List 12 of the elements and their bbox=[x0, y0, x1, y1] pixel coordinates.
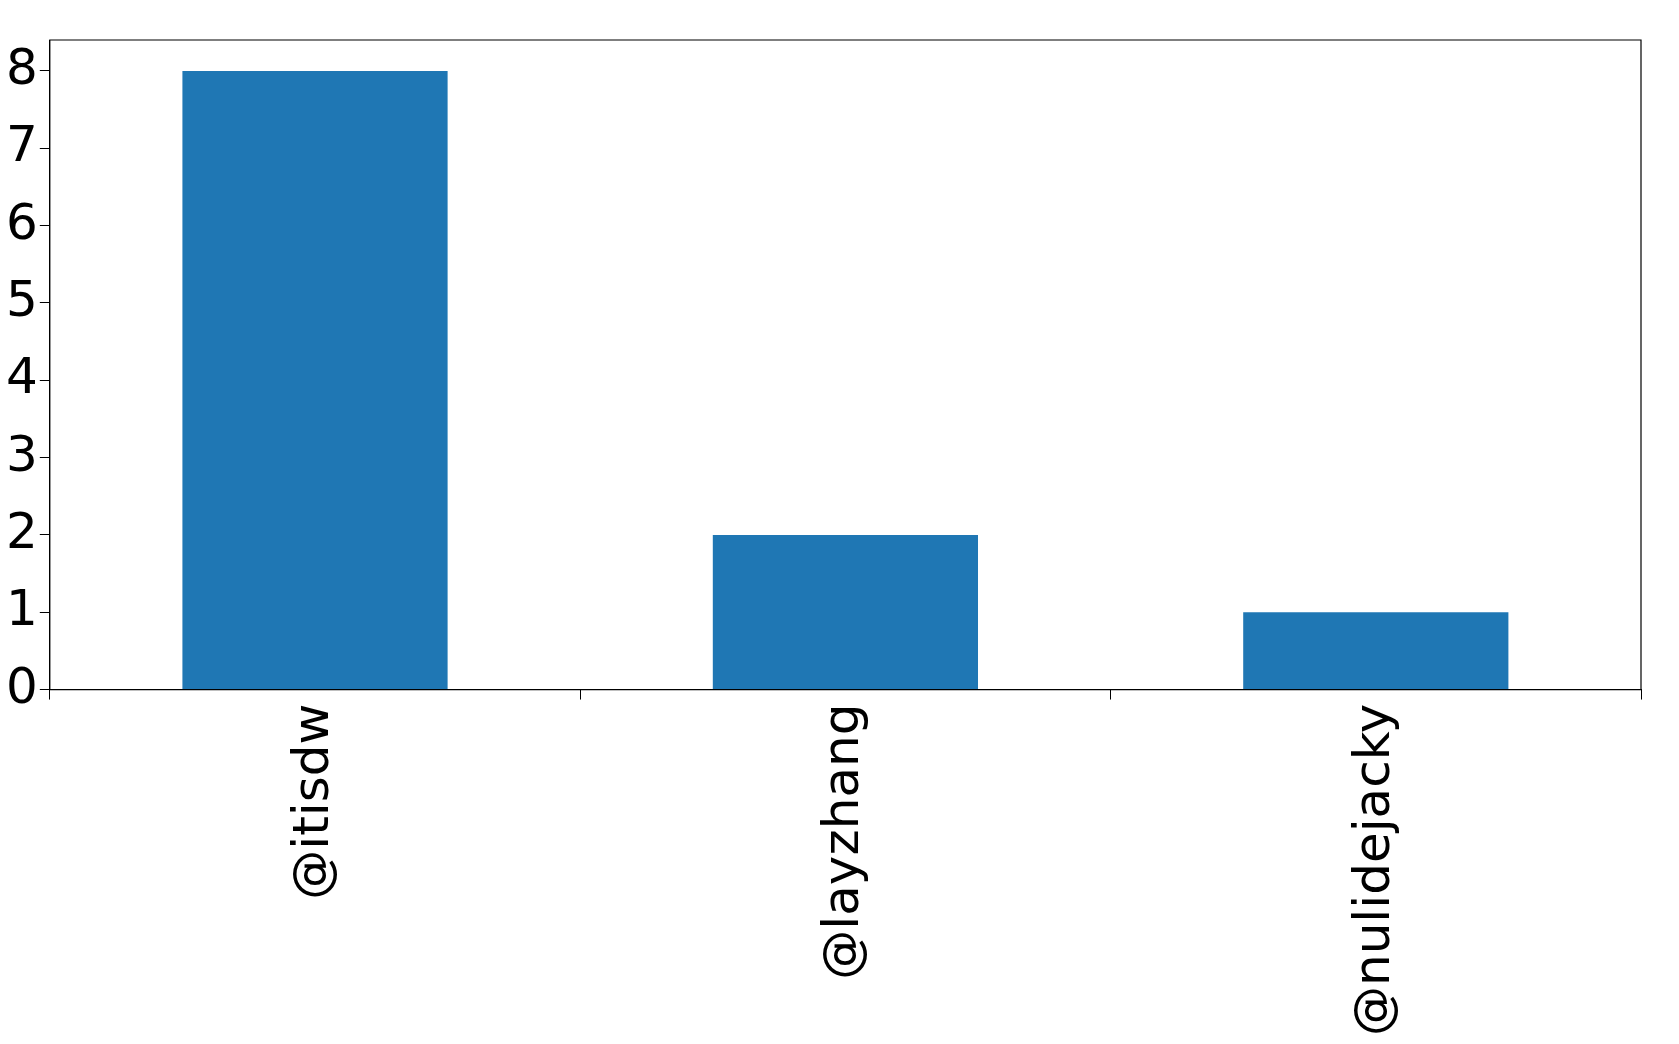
y-tick-label: 8 bbox=[6, 37, 38, 96]
y-tick-label: 0 bbox=[6, 656, 38, 715]
y-tick-label: 6 bbox=[6, 192, 38, 251]
x-tick-label: @itisdw bbox=[281, 703, 340, 900]
y-tick-label: 7 bbox=[6, 115, 38, 174]
x-tick-label: @nulidejacky bbox=[1342, 703, 1401, 1037]
y-tick-label: 4 bbox=[6, 347, 38, 406]
x-tick-label: @layzhang bbox=[812, 703, 871, 980]
y-tick-label: 3 bbox=[6, 424, 38, 483]
y-tick-label: 1 bbox=[6, 579, 38, 638]
y-tick-label: 5 bbox=[6, 269, 38, 328]
y-tick-label: 2 bbox=[6, 501, 38, 560]
